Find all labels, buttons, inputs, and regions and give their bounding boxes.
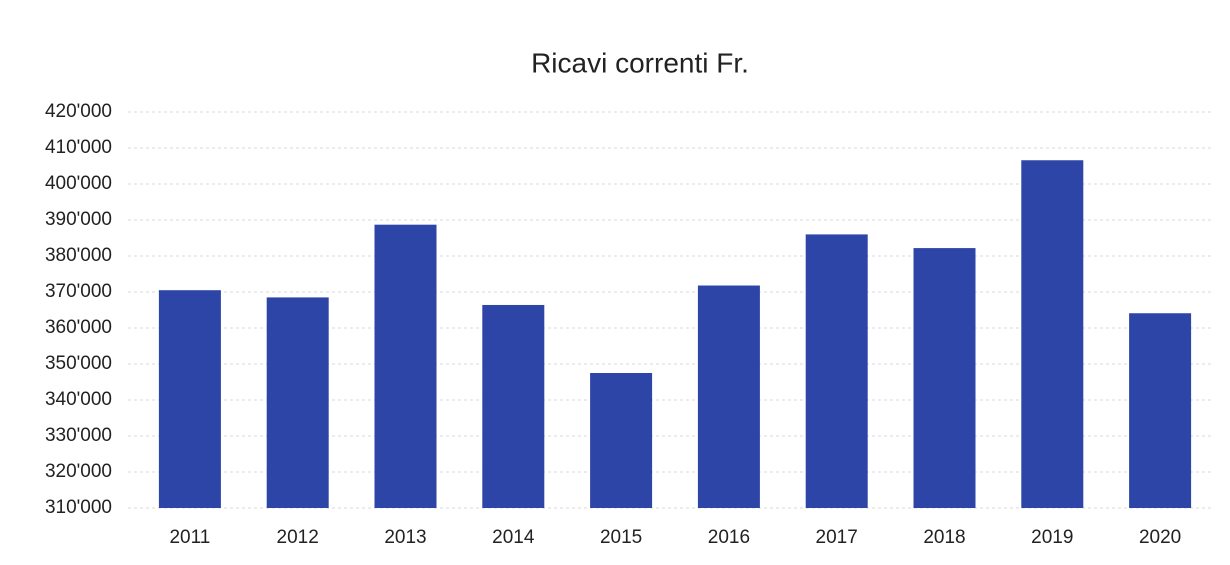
y-tick-label: 410'000 [45,137,112,158]
y-tick-label: 390'000 [45,209,112,230]
y-tick-label: 320'000 [45,461,112,482]
bar [590,373,653,508]
y-tick-label: 360'000 [45,317,112,338]
y-tick-label: 330'000 [45,425,112,446]
bar [697,285,760,508]
bar [482,304,545,508]
y-tick-label: 380'000 [45,245,112,266]
chart-title: Ricavi correnti Fr. [531,47,749,78]
y-tick-label: 420'000 [45,101,112,122]
bar [374,224,437,508]
bar [1129,313,1192,508]
x-tick-label: 2011 [169,527,210,548]
y-tick-label: 310'000 [45,497,112,518]
x-tick-label: 2012 [277,527,319,548]
y-tick-label: 350'000 [45,353,112,374]
x-tick-label: 2014 [492,527,535,548]
y-tick-label: 400'000 [45,173,112,194]
y-tick-label: 340'000 [45,389,112,410]
x-tick-label: 2020 [1139,527,1181,548]
x-tick-label: 2013 [384,527,426,548]
y-tick-label: 370'000 [45,281,112,302]
x-tick-label: 2019 [1031,527,1073,548]
bar [1021,160,1084,509]
bar [266,297,329,508]
bar [913,248,976,508]
bar [805,234,868,508]
x-tick-label: 2015 [600,527,642,548]
x-tick-label: 2017 [816,527,858,548]
bar [158,290,221,508]
x-tick-label: 2018 [923,527,965,548]
x-tick-label: 2016 [708,527,750,548]
